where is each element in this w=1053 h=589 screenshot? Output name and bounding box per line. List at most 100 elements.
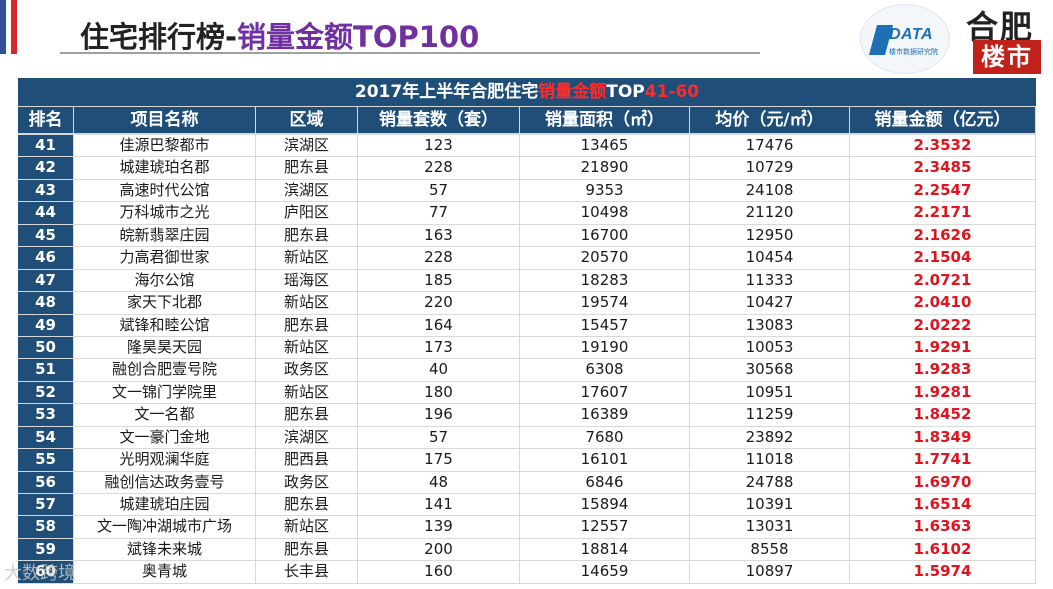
cell-price: 10729 — [690, 157, 850, 179]
cell-amount: 1.6102 — [850, 538, 1036, 561]
cell-area: 13465 — [520, 135, 690, 157]
cell-name: 文一名都 — [74, 404, 256, 426]
cell-name: 海尔公馆 — [74, 269, 256, 292]
cell-rank: 48 — [18, 292, 74, 314]
cell-name: 文一锦门学院里 — [74, 381, 256, 404]
cell-units: 180 — [358, 381, 520, 404]
table-row: 49 斌锋和睦公馆 肥东县 164 15457 13083 2.0222 — [18, 313, 1036, 336]
watermark: 大数跨境 — [4, 563, 76, 584]
cell-area: 6846 — [520, 471, 690, 493]
cell-price: 23892 — [690, 426, 850, 449]
cell-price: 17476 — [690, 135, 850, 157]
cell-units: 185 — [358, 269, 520, 292]
cell-units: 200 — [358, 538, 520, 561]
cell-rank: 50 — [18, 336, 74, 359]
cell-rank: 59 — [18, 538, 74, 561]
cell-amount: 1.6514 — [850, 494, 1036, 516]
cell-amount: 2.3485 — [850, 157, 1036, 179]
caption-prefix: 2017年上半年合肥住宅 — [354, 82, 539, 102]
cell-price: 13031 — [690, 516, 850, 538]
cell-units: 139 — [358, 516, 520, 538]
title-divider — [60, 52, 760, 54]
cell-name: 斌锋未来城 — [74, 538, 256, 561]
cell-district: 滨湖区 — [256, 426, 358, 449]
cell-amount: 2.0410 — [850, 292, 1036, 314]
table-row: 45 皖新翡翠庄园 肥东县 163 16700 12950 2.1626 — [18, 223, 1036, 247]
cell-rank: 42 — [18, 157, 74, 179]
cell-name: 高速时代公馆 — [74, 179, 256, 202]
cell-rank: 51 — [18, 359, 74, 381]
cell-amount: 1.5974 — [850, 561, 1036, 583]
cell-district: 肥东县 — [256, 404, 358, 426]
cell-rank: 49 — [18, 314, 74, 336]
cell-district: 政务区 — [256, 359, 358, 381]
table-row: 48 家天下北郡 新站区 220 19574 10427 2.0410 — [18, 291, 1036, 314]
table-row: 52 文一锦门学院里 新站区 180 17607 10951 1.9281 — [18, 380, 1036, 404]
cell-district: 长丰县 — [256, 561, 358, 583]
cell-units: 123 — [358, 135, 520, 157]
cell-price: 8558 — [690, 538, 850, 561]
cell-district: 肥西县 — [256, 449, 358, 471]
cell-price: 30568 — [690, 359, 850, 381]
caption-highlight: 销量金额 — [538, 82, 607, 102]
cell-amount: 2.3532 — [850, 135, 1036, 157]
cell-amount: 2.1626 — [850, 224, 1036, 247]
cell-area: 15894 — [520, 494, 690, 516]
cell-district: 肥东县 — [256, 224, 358, 247]
cell-amount: 1.7741 — [850, 449, 1036, 471]
cell-units: 220 — [358, 292, 520, 314]
cell-price: 10454 — [690, 247, 850, 269]
cell-price: 10391 — [690, 494, 850, 516]
table-body: 41 佳源巴黎都市 滨湖区 123 13465 17476 2.3532 42 城建琥珀名郡 肥东… — [18, 134, 1036, 583]
cell-units: 228 — [358, 247, 520, 269]
cell-area: 10498 — [520, 202, 690, 224]
col-header-rank: 排名 — [18, 107, 74, 133]
cell-area: 17607 — [520, 381, 690, 404]
table-row: 53 文一名都 肥东县 196 16389 11259 1.8452 — [18, 403, 1036, 426]
cell-units: 40 — [358, 359, 520, 381]
cell-area: 16700 — [520, 224, 690, 247]
title-accent: 销量金额TOP100 — [237, 20, 480, 54]
cell-name: 光明观澜华庭 — [74, 449, 256, 471]
data-logo-subtitle: 楼市数据研究院 — [889, 48, 938, 56]
cell-district: 新站区 — [256, 247, 358, 269]
caption-mid: TOP — [606, 82, 645, 102]
cell-area: 16389 — [520, 404, 690, 426]
col-header-project: 项目名称 — [74, 107, 256, 133]
cell-units: 141 — [358, 494, 520, 516]
cell-name: 文一豪门金地 — [74, 426, 256, 449]
cell-amount: 2.0721 — [850, 269, 1036, 292]
cell-rank: 57 — [18, 494, 74, 516]
table-row: 56 融创信达政务壹号 政务区 48 6846 24788 1.6970 — [18, 470, 1036, 493]
cell-rank: 45 — [18, 224, 74, 247]
ranking-table: 2017年上半年合肥住宅销量金额TOP41-60 排名 项目名称 区域 销量套数… — [18, 78, 1036, 584]
cell-amount: 2.2171 — [850, 202, 1036, 224]
cell-rank: 41 — [18, 135, 74, 157]
col-header-district: 区域 — [256, 107, 358, 133]
cell-district: 庐阳区 — [256, 202, 358, 224]
cell-area: 21890 — [520, 157, 690, 179]
cell-name: 文一陶冲湖城市广场 — [74, 516, 256, 538]
cell-price: 24108 — [690, 179, 850, 202]
cell-area: 20570 — [520, 247, 690, 269]
cell-price: 13083 — [690, 314, 850, 336]
cell-area: 9353 — [520, 179, 690, 202]
title-main: 住宅排行榜- — [80, 20, 238, 54]
cell-district: 瑶海区 — [256, 269, 358, 292]
cell-price: 10053 — [690, 336, 850, 359]
cell-units: 196 — [358, 404, 520, 426]
cell-district: 肥东县 — [256, 538, 358, 561]
cell-area: 19190 — [520, 336, 690, 359]
cell-rank: 55 — [18, 449, 74, 471]
cell-price: 10951 — [690, 381, 850, 404]
cell-district: 肥东县 — [256, 314, 358, 336]
page-title: 住宅排行榜-销量金额TOP100 — [80, 14, 479, 56]
cell-price: 11259 — [690, 404, 850, 426]
table-caption: 2017年上半年合肥住宅销量金额TOP41-60 — [18, 78, 1036, 106]
cell-district: 新站区 — [256, 336, 358, 359]
col-header-amount: 销量金额（亿元） — [850, 107, 1036, 133]
cell-name: 城建琥珀名郡 — [74, 157, 256, 179]
cell-name: 家天下北郡 — [74, 292, 256, 314]
cell-district: 滨湖区 — [256, 135, 358, 157]
table-row: 60 奥青城 长丰县 160 14659 10897 1.5974 — [18, 560, 1036, 583]
